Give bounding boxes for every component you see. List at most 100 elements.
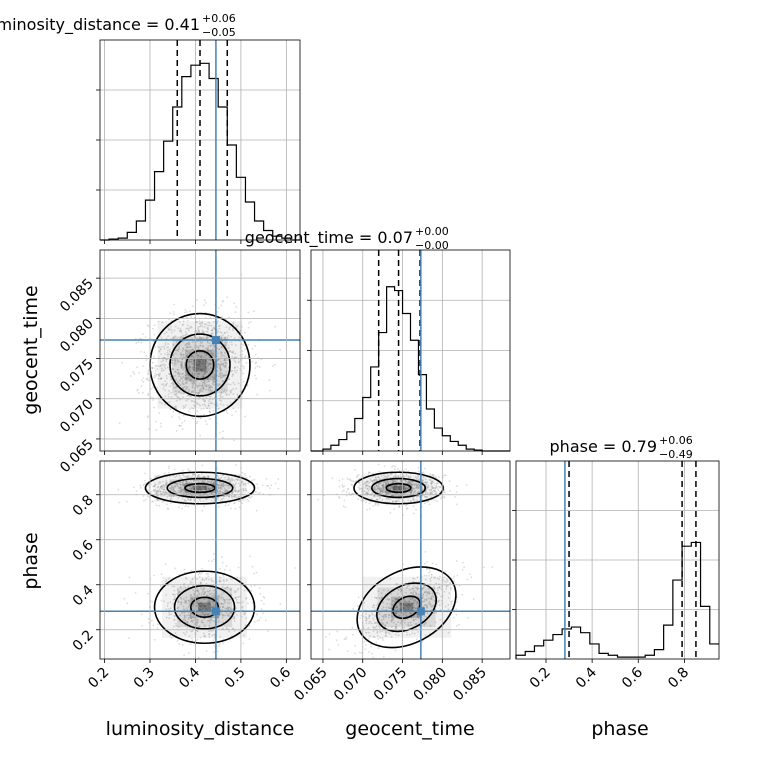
sample-point bbox=[191, 487, 194, 490]
sample-point bbox=[403, 501, 406, 504]
sample-point bbox=[435, 612, 438, 614]
sample-point bbox=[192, 384, 195, 387]
sample-point bbox=[198, 320, 201, 323]
sample-point bbox=[187, 410, 190, 413]
sample-point bbox=[145, 354, 148, 357]
sample-point bbox=[422, 594, 425, 597]
sample-point bbox=[161, 383, 163, 386]
sample-point bbox=[394, 480, 397, 483]
sample-point bbox=[226, 474, 229, 477]
sample-point bbox=[205, 498, 208, 501]
sample-point bbox=[372, 479, 375, 482]
sample-point bbox=[211, 497, 214, 500]
sample-point bbox=[212, 600, 215, 603]
sample-point bbox=[210, 592, 213, 595]
sample-point bbox=[195, 368, 198, 371]
sample-point bbox=[199, 417, 202, 420]
sample-point bbox=[232, 495, 235, 498]
title-geocent-time: geocent_time = 0.07 bbox=[245, 228, 413, 248]
sample-point bbox=[465, 484, 468, 487]
sample-point bbox=[398, 506, 400, 509]
sample-point bbox=[186, 621, 189, 624]
sample-point bbox=[240, 481, 243, 483]
sample-point bbox=[164, 490, 167, 493]
sample-point bbox=[156, 490, 159, 492]
sample-point bbox=[161, 345, 164, 348]
sample-point bbox=[223, 390, 225, 393]
sample-point bbox=[167, 467, 170, 470]
density-block bbox=[193, 485, 207, 491]
sample-point bbox=[229, 350, 232, 352]
sample-point bbox=[234, 366, 236, 369]
sample-point bbox=[195, 600, 198, 603]
sample-point bbox=[217, 616, 219, 619]
sample-point bbox=[449, 582, 452, 585]
sample-point bbox=[181, 477, 184, 480]
sample-point bbox=[217, 487, 220, 489]
sample-point bbox=[279, 603, 282, 605]
sample-point bbox=[341, 478, 344, 480]
sample-point bbox=[392, 486, 395, 489]
sample-point bbox=[398, 487, 401, 490]
sample-point bbox=[439, 486, 442, 489]
sample-point bbox=[229, 481, 232, 484]
sample-point bbox=[409, 612, 412, 615]
sample-point bbox=[188, 368, 190, 371]
sample-point bbox=[202, 373, 205, 376]
sample-point bbox=[232, 351, 234, 354]
sample-point bbox=[189, 325, 192, 328]
sample-point bbox=[257, 487, 259, 489]
sample-point bbox=[168, 487, 171, 490]
sample-point bbox=[217, 320, 219, 322]
sample-point bbox=[189, 378, 192, 381]
sample-point bbox=[156, 486, 159, 489]
sample-point bbox=[247, 491, 249, 494]
sample-point bbox=[220, 346, 223, 349]
sample-point bbox=[234, 482, 237, 485]
sample-point bbox=[385, 491, 388, 494]
sample-point bbox=[159, 490, 162, 493]
sample-point bbox=[381, 488, 384, 491]
sample-point bbox=[135, 490, 138, 492]
sample-point bbox=[394, 485, 397, 488]
sample-point bbox=[205, 488, 208, 491]
sample-point bbox=[219, 374, 222, 377]
sample-point bbox=[153, 485, 156, 488]
sample-point bbox=[201, 322, 204, 325]
sample-point bbox=[147, 373, 149, 376]
sample-point bbox=[234, 360, 237, 363]
sample-point bbox=[191, 348, 194, 351]
sample-point bbox=[225, 409, 228, 412]
sample-point bbox=[190, 487, 193, 490]
sample-point bbox=[203, 403, 206, 406]
sample-point bbox=[438, 586, 441, 588]
sample-point bbox=[211, 480, 214, 482]
sample-point bbox=[414, 607, 417, 610]
sample-point bbox=[170, 379, 173, 381]
sample-point bbox=[220, 391, 223, 394]
sample-point bbox=[180, 488, 182, 491]
sample-point bbox=[151, 500, 154, 503]
sample-point bbox=[370, 622, 373, 625]
sample-point bbox=[151, 367, 154, 370]
sample-point bbox=[395, 605, 398, 608]
sample-point bbox=[200, 581, 202, 584]
sample-point bbox=[193, 479, 195, 482]
sample-point bbox=[217, 477, 220, 480]
sample-point bbox=[207, 485, 210, 488]
sample-point bbox=[436, 591, 439, 594]
sample-point bbox=[241, 601, 244, 604]
sample-point bbox=[198, 403, 200, 406]
sample-point bbox=[220, 362, 223, 365]
sample-point bbox=[162, 488, 165, 491]
sample-point bbox=[184, 484, 187, 486]
sample-point bbox=[182, 480, 185, 483]
sample-point bbox=[186, 475, 189, 478]
title-luminosity-distance-minus: −0.05 bbox=[202, 26, 236, 39]
sample-point bbox=[382, 485, 385, 488]
sample-point bbox=[443, 491, 446, 494]
sample-point bbox=[384, 624, 387, 627]
sample-point bbox=[396, 605, 398, 607]
sample-point bbox=[202, 617, 205, 620]
sample-point bbox=[413, 606, 416, 609]
